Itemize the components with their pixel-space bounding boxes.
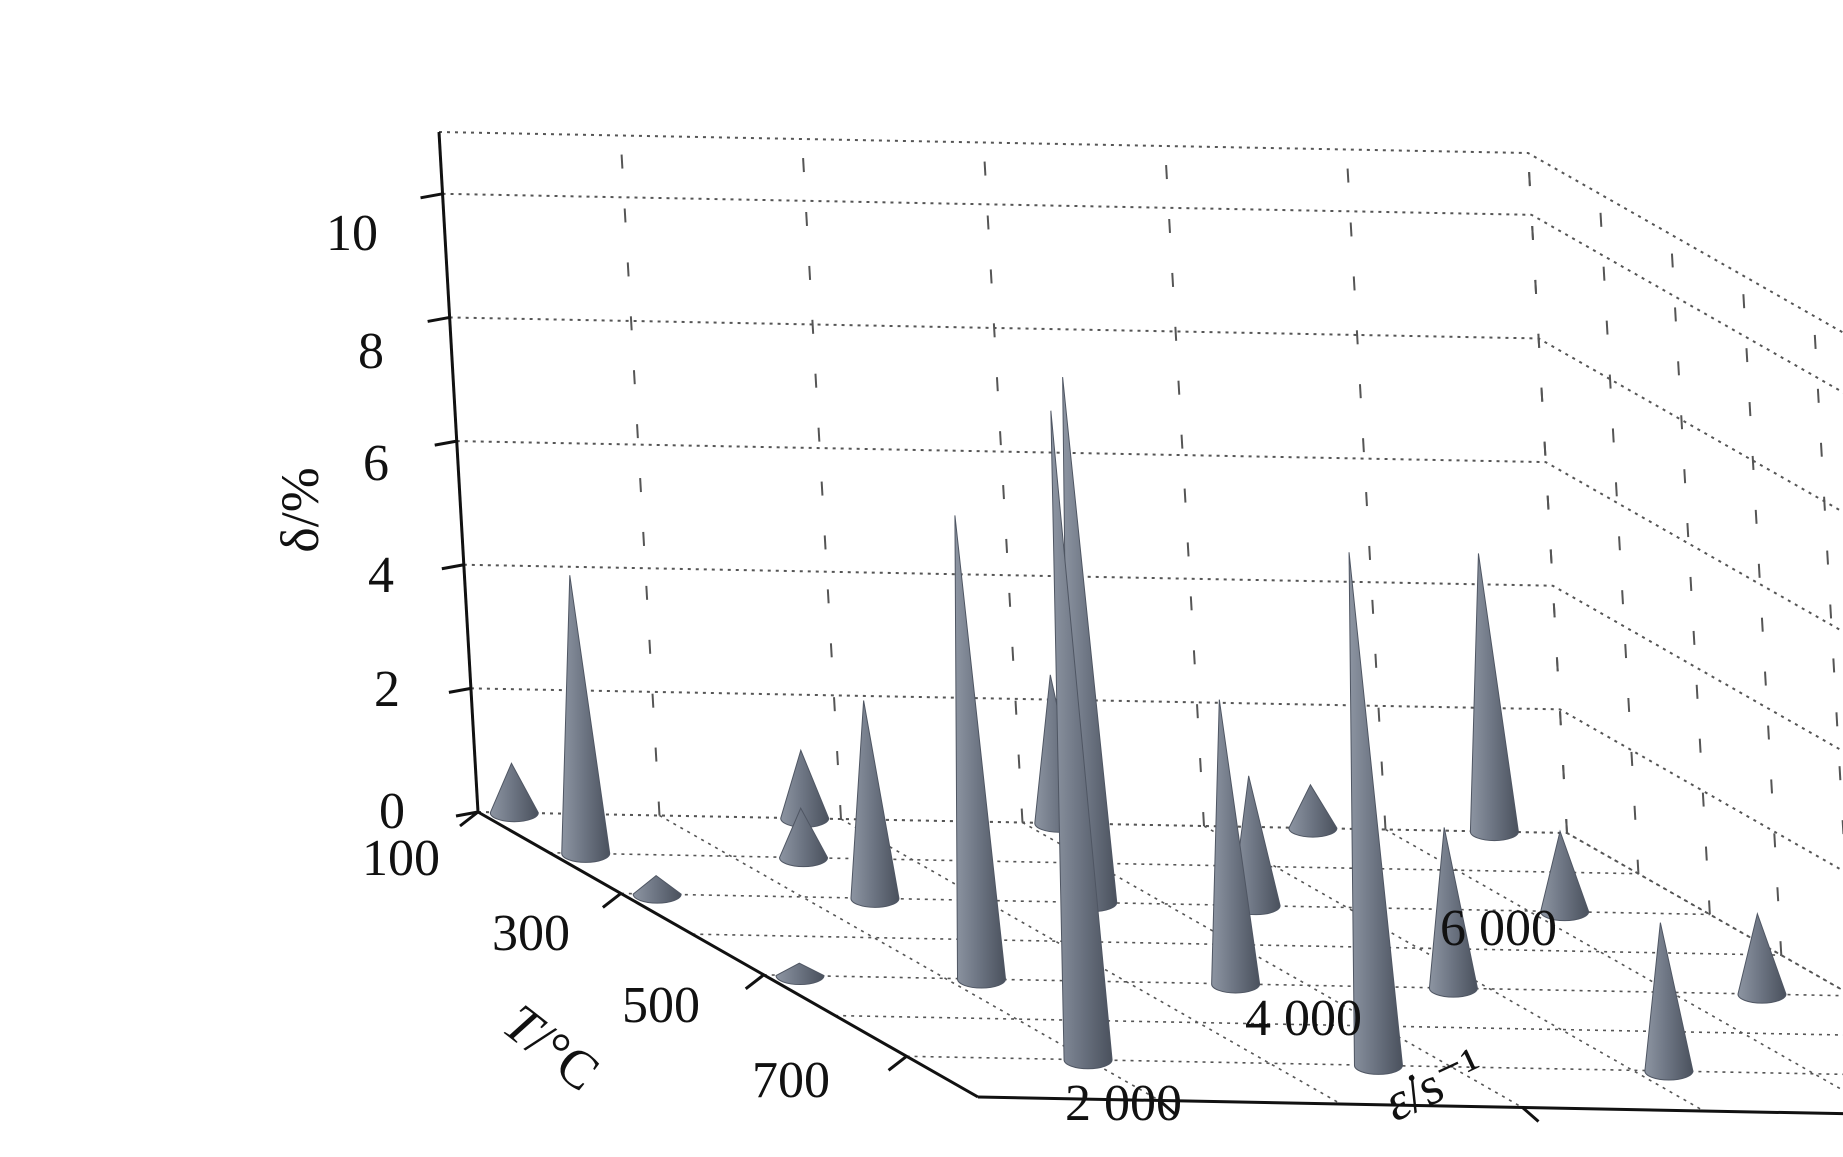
x-tick [459, 810, 479, 828]
back-grid-line [801, 138, 842, 820]
cone-body [1540, 829, 1590, 922]
floor-grid-line [906, 1055, 1843, 1076]
back-grid-line [1812, 315, 1843, 844]
back-grid-line [477, 811, 1843, 992]
y-tick-label: 6 000 [1440, 900, 1557, 957]
floor-grid-line [1566, 832, 1843, 992]
back-grid-line [1164, 145, 1205, 827]
svg-text:T/°C: T/°C [493, 992, 611, 1102]
cone [1288, 783, 1338, 838]
x-tick-labels: 100 300 500 700 [362, 830, 830, 1109]
cone-body [1469, 553, 1519, 842]
z-tick-label: 4 [368, 547, 394, 604]
x-tick [887, 1055, 908, 1072]
cone [779, 807, 829, 868]
y-tick-labels: 2 000 4 000 6 000 [1065, 900, 1557, 1132]
cone-body [1737, 911, 1787, 1004]
cone-body [1348, 552, 1403, 1075]
z-tick-label: 0 [379, 783, 405, 840]
z-tick [420, 192, 443, 200]
back-grid-line [442, 192, 1843, 394]
y-tick-label: 2 000 [1065, 1075, 1182, 1132]
x-tick-label: 500 [622, 977, 700, 1034]
back-grid-line [438, 131, 1843, 334]
cone-body [1288, 783, 1338, 838]
floor-grid [477, 811, 1843, 1115]
x-tick-label: 100 [362, 830, 440, 887]
x-axis-line [477, 810, 979, 1099]
z-tick-label: 8 [358, 323, 384, 380]
x-axis-title: T/°C [493, 992, 611, 1102]
z-tick-label: 10 [326, 205, 378, 262]
z-tick [427, 315, 450, 323]
back-grid-line [456, 440, 1843, 633]
cone [1348, 552, 1403, 1075]
y-tick-label: 4 000 [1245, 990, 1362, 1047]
back-grid-line [1345, 149, 1387, 830]
y-tick [1521, 1106, 1540, 1123]
cone-body [489, 762, 539, 823]
cone-body [561, 575, 611, 863]
floor-grid-line [620, 892, 1710, 916]
cone-body [1050, 410, 1113, 1070]
cone [1211, 699, 1261, 994]
cone [561, 575, 611, 863]
cone-body [1428, 827, 1478, 998]
z-tick [441, 563, 465, 571]
back-grid-line [1527, 152, 1568, 834]
back-grid-line [1669, 234, 1711, 915]
cone [1428, 827, 1478, 998]
cone-body [1211, 699, 1261, 994]
cone-body [632, 874, 682, 904]
back-grid-line [982, 142, 1024, 823]
z-axis-line [437, 131, 480, 813]
back-grid-line [1598, 193, 1640, 874]
cone [850, 700, 900, 908]
z-tick-labels: 0 2 4 6 8 10 [326, 205, 405, 840]
cone [1737, 911, 1787, 1004]
cone-body [850, 700, 900, 908]
x-tick [601, 892, 622, 909]
axes [420, 131, 1843, 1123]
cone-body [954, 515, 1007, 989]
back-grid-line [463, 563, 1843, 753]
z-tick [434, 439, 457, 447]
back-grid-line [1527, 152, 1568, 834]
z-tick-label: 6 [363, 435, 389, 492]
x-tick [744, 973, 765, 991]
cone-body [1644, 922, 1694, 1081]
cone [775, 962, 825, 986]
x-tick-label: 300 [492, 905, 570, 962]
back-grid [438, 131, 1843, 992]
cones [489, 377, 1787, 1081]
back-grid-line [1741, 275, 1783, 956]
cone [489, 762, 539, 823]
cone [632, 874, 682, 904]
cone-body [779, 807, 829, 868]
cone [1050, 410, 1113, 1070]
back-grid-line [470, 687, 1843, 872]
cone [1469, 553, 1519, 842]
cone-body [775, 962, 825, 986]
z-tick [455, 810, 479, 818]
cone [954, 515, 1007, 989]
x-tick-label: 700 [752, 1052, 830, 1109]
cone [1540, 829, 1590, 922]
cone [1644, 922, 1694, 1081]
z-axis-title: δ/% [270, 467, 330, 552]
z-tick-label: 2 [374, 661, 400, 718]
y-tick [1158, 1099, 1177, 1116]
back-grid-line [619, 135, 661, 816]
z-tick [448, 686, 472, 694]
